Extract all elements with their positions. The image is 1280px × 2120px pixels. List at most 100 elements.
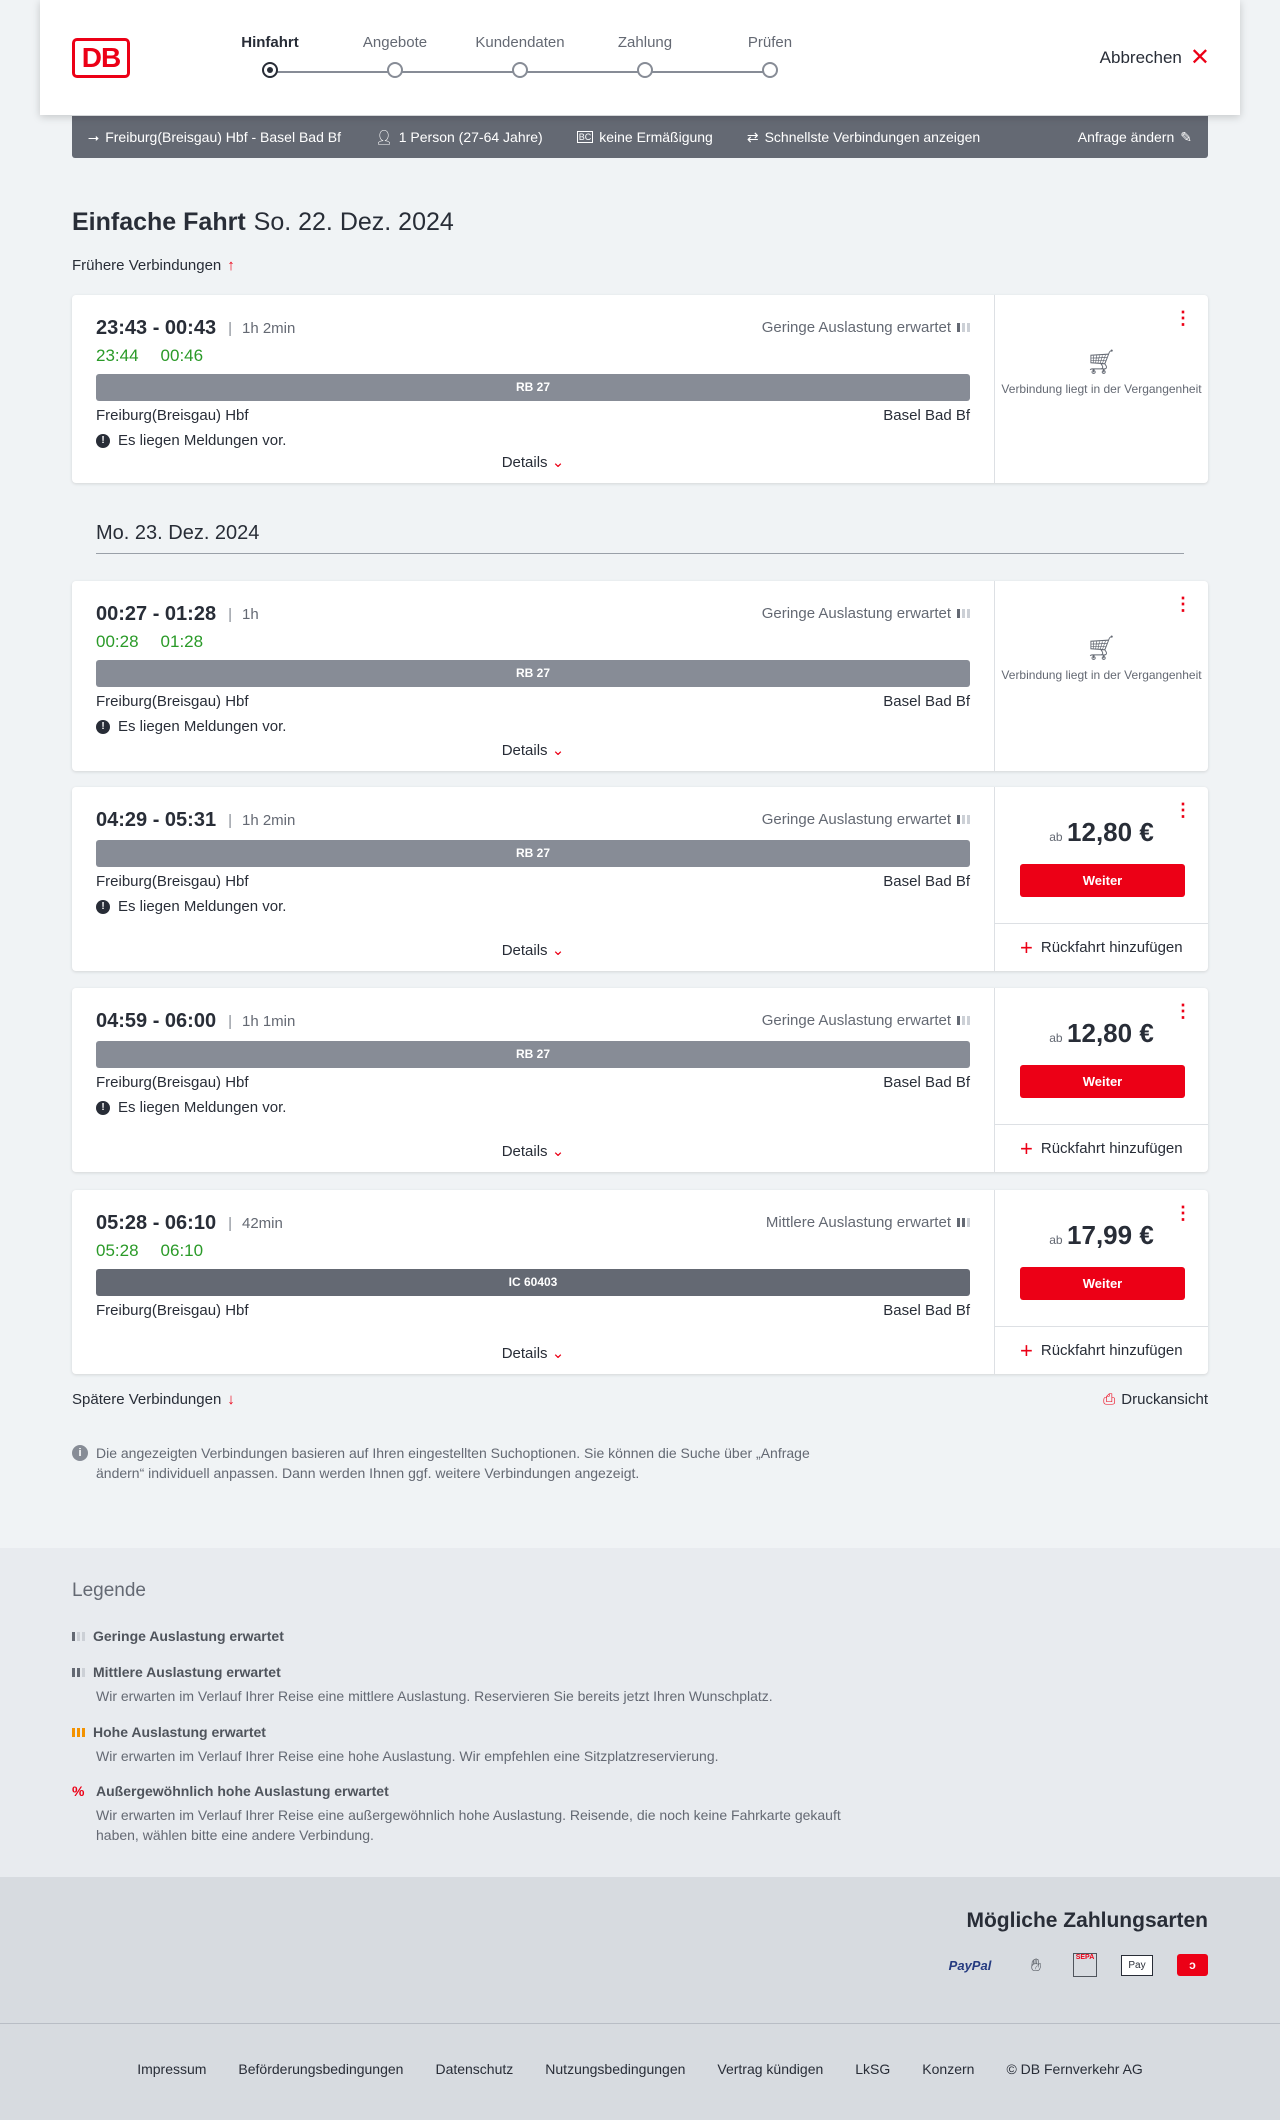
later-label: Spätere Verbindungen <box>72 1391 222 1408</box>
step-label: Hinfahrt <box>241 34 299 51</box>
footer-link-lksg[interactable]: LkSG <box>855 2061 891 2077</box>
train-bar[interactable]: RB 27 <box>96 374 970 401</box>
legend-text: Wir erwarten im Verlauf Ihrer Reise eine… <box>96 1688 773 1704</box>
header: DB Hinfahrt Angebote Kundendaten Zahlung… <box>40 0 1240 115</box>
realtime-departure: 05:28 <box>96 1241 139 1260</box>
legend-title: Legende <box>72 1580 146 1601</box>
planned-time: 04:29 - 05:31 <box>96 809 217 831</box>
db-logo[interactable]: DB <box>72 38 130 78</box>
realtime: 00:28 01:28 <box>96 632 970 652</box>
price-value: 17,99 € <box>1067 1220 1154 1250</box>
connection-card: 23:43 - 00:43 | 1h 2min Geringe Auslastung… <box>72 295 1208 483</box>
more-options-icon[interactable]: ⋮ <box>1174 1203 1192 1223</box>
step-zahlung: Zahlung <box>585 34 705 78</box>
details-label: Details <box>501 942 548 959</box>
continue-button[interactable]: Weiter <box>1020 1267 1185 1300</box>
details-toggle[interactable]: Details ⌄ <box>72 1142 994 1160</box>
payment-title: Mögliche Zahlungsarten <box>966 1909 1208 1932</box>
connection-card: 04:29 - 05:31 | 1h 2min Geringe Auslastung… <box>72 787 1208 971</box>
occupancy-high-icon <box>72 1727 85 1737</box>
add-return-label: Rückfahrt hinzufügen <box>1040 939 1183 956</box>
load-text: Geringe Auslastung erwartet <box>761 605 951 622</box>
details-toggle[interactable]: Details ⌄ <box>72 1344 994 1362</box>
print-view-link[interactable]: ⎙ Druckansicht <box>1103 1391 1208 1408</box>
info-icon: i <box>72 1445 88 1461</box>
price: ab 17,99 € <box>995 1220 1208 1251</box>
db-bonus-icon: ↄ <box>1177 1954 1208 1976</box>
footer-link-befoerderungsbedingungen[interactable]: Beförderungsbedingungen <box>238 2061 404 2077</box>
origin: Freiburg(Breisgau) Hbf <box>96 1302 249 1319</box>
date-separator: Mo. 23. Dez. 2024 <box>96 522 1184 554</box>
occupancy-low-icon <box>957 1016 970 1025</box>
add-return-button[interactable]: + Rückfahrt hinzufügen <box>995 923 1208 971</box>
duration: 1h 2min <box>241 320 296 337</box>
arrow-right-icon: ⭢ <box>88 128 100 145</box>
details-toggle[interactable]: Details ⌄ <box>72 453 994 471</box>
step-dot <box>762 62 778 78</box>
more-options-icon[interactable]: ⋮ <box>1174 594 1192 614</box>
train-bar[interactable]: RB 27 <box>96 1041 970 1068</box>
more-options-icon[interactable]: ⋮ <box>1174 308 1192 328</box>
print-label: Druckansicht <box>1121 1391 1208 1408</box>
earlier-connections-link[interactable]: Frühere Verbindungen ↑ <box>72 257 235 274</box>
trip-type: Einfache Fahrt <box>72 208 246 236</box>
footer-link-nutzungsbedingungen[interactable]: Nutzungsbedingungen <box>545 2061 686 2077</box>
message: ! Es liegen Meldungen vor. <box>96 432 970 449</box>
realtime: 23:44 00:46 <box>96 346 970 366</box>
legend-text: Wir erwarten im Verlauf Ihrer Reise eine… <box>96 1748 719 1764</box>
edit-request-button[interactable]: Anfrage ändern ✎ <box>1078 129 1192 146</box>
load-indicator: Geringe Auslastung erwartet <box>762 811 970 828</box>
connection-card: 04:59 - 06:00 | 1h 1min Geringe Auslastung… <box>72 988 1208 1172</box>
train-bar[interactable]: IC 60403 <box>96 1269 970 1296</box>
pencil-icon: ✎ <box>1180 128 1192 145</box>
chevron-down-icon: ⌄ <box>551 1345 565 1362</box>
duration: 1h 2min <box>241 812 296 829</box>
details-toggle[interactable]: Details ⌄ <box>72 741 994 759</box>
legend-section: Legende Geringe Auslastung erwartet Mitt… <box>0 1548 1280 1877</box>
details-label: Details <box>501 1345 548 1362</box>
progress-steps: Hinfahrt Angebote Kundendaten Zahlung Pr… <box>210 34 792 84</box>
legend-label: Geringe Auslastung erwartet <box>93 1628 284 1644</box>
plus-icon: + <box>1020 934 1033 960</box>
message-text: Es liegen Meldungen vor. <box>118 432 287 449</box>
occupancy-low-icon <box>72 1631 85 1641</box>
load-text: Geringe Auslastung erwartet <box>761 319 951 336</box>
continue-button[interactable]: Weiter <box>1020 864 1185 897</box>
footer-link-vertrag-kuendigen[interactable]: Vertrag kündigen <box>717 2061 824 2077</box>
step-angebote: Angebote <box>335 34 455 78</box>
sepa-icon: SEPA <box>1073 1953 1097 1977</box>
occupancy-extreme-icon: % <box>72 1783 85 1799</box>
message-text: Es liegen Meldungen vor. <box>118 898 287 915</box>
realtime-arrival: 00:46 <box>160 346 204 365</box>
message: ! Es liegen Meldungen vor. <box>96 898 970 915</box>
discount-info: BC keine Ermäßigung <box>576 129 713 145</box>
occupancy-medium-icon <box>72 1667 85 1677</box>
details-toggle[interactable]: Details ⌄ <box>72 941 994 959</box>
price: ab 12,80 € <box>995 817 1208 848</box>
train-bar[interactable]: RB 27 <box>96 840 970 867</box>
warning-icon: ! <box>96 899 110 914</box>
duration: 42min <box>241 1215 283 1232</box>
cancel-label: Abbrechen <box>1099 48 1182 67</box>
realtime-departure: 00:28 <box>96 632 139 651</box>
cancel-button[interactable]: Abbrechen ✕ <box>1100 46 1210 70</box>
add-return-button[interactable]: + Rückfahrt hinzufügen <box>995 1124 1208 1172</box>
add-return-label: Rückfahrt hinzufügen <box>1040 1342 1183 1359</box>
chevron-down-icon: ⌄ <box>551 742 565 759</box>
footer-link-impressum[interactable]: Impressum <box>137 2061 207 2077</box>
continue-button[interactable]: Weiter <box>1020 1065 1185 1098</box>
realtime-departure: 23:44 <box>96 346 139 365</box>
more-options-icon[interactable]: ⋮ <box>1174 1001 1192 1021</box>
bahncard-icon: BC <box>576 131 594 143</box>
train-bar[interactable]: RB 27 <box>96 660 970 687</box>
chevron-down-icon: ⌄ <box>551 454 565 471</box>
later-connections-link[interactable]: Spätere Verbindungen ↓ <box>72 1391 235 1408</box>
more-options-icon[interactable]: ⋮ <box>1174 800 1192 820</box>
plus-icon: + <box>1020 1337 1033 1363</box>
footer-link-datenschutz[interactable]: Datenschutz <box>435 2061 514 2077</box>
footer-link-konzern[interactable]: Konzern <box>922 2061 975 2077</box>
add-return-button[interactable]: + Rückfahrt hinzufügen <box>995 1326 1208 1374</box>
step-dot <box>512 62 528 78</box>
connection-card: 05:28 - 06:10 | 42min Mittlere Auslastung … <box>72 1190 1208 1374</box>
earlier-label: Frühere Verbindungen <box>72 257 222 274</box>
